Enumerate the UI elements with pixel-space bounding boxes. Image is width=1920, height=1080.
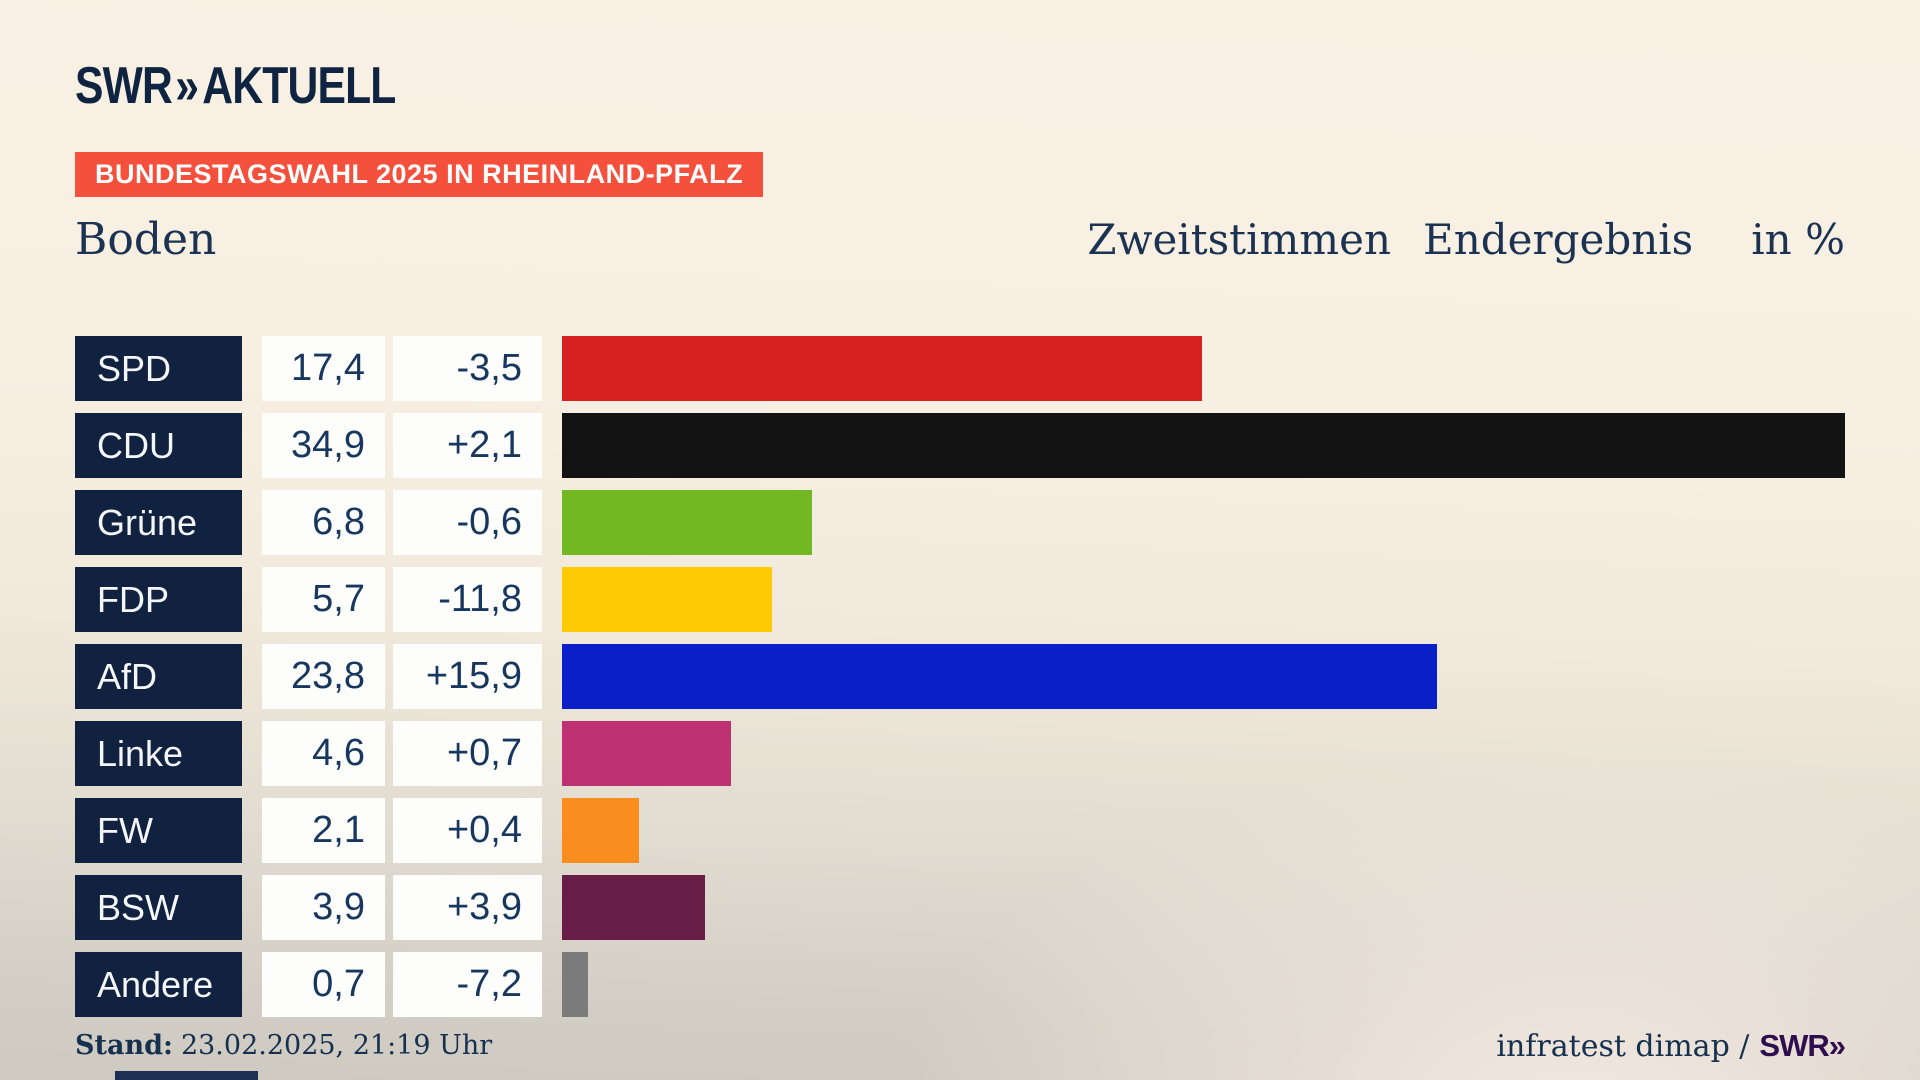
table-row: Grüne 6,8 -0,6	[75, 490, 1845, 555]
result-bar	[562, 490, 812, 555]
result-bar	[562, 567, 772, 632]
party-label: SPD	[75, 336, 242, 401]
result-bar	[562, 721, 732, 786]
election-badge: BUNDESTAGSWAHL 2025 IN RHEINLAND-PFALZ	[75, 152, 764, 197]
result-value-cell: 5,7	[262, 567, 385, 632]
table-row: FW 2,1 +0,4	[75, 798, 1845, 863]
title-row: Boden Zweitstimmen Endergebnis in %	[75, 214, 1845, 265]
logo-swr-text: SWR	[75, 57, 173, 115]
subtitle-vote-type: Zweitstimmen	[1087, 215, 1392, 264]
source-text: infratest dimap /	[1496, 1029, 1750, 1064]
table-row: SPD 17,4 -3,5	[75, 336, 1845, 401]
party-label: FW	[75, 798, 242, 863]
result-bar	[562, 644, 1437, 709]
change-value-cell: -3,5	[393, 336, 542, 401]
bar-track	[562, 875, 1845, 940]
result-value-cell: 23,8	[262, 644, 385, 709]
party-label: BSW	[75, 875, 242, 940]
bar-track	[562, 413, 1845, 478]
bar-track	[562, 952, 1845, 1017]
chart-subtitle: Zweitstimmen Endergebnis in %	[1087, 215, 1845, 264]
party-label: FDP	[75, 567, 242, 632]
result-bar	[562, 336, 1202, 401]
result-bar	[562, 413, 1845, 478]
bar-track	[562, 721, 1845, 786]
stand-label: Stand:	[75, 1030, 173, 1061]
timestamp: Stand: 23.02.2025, 21:19 Uhr	[75, 1030, 492, 1061]
bar-track	[562, 567, 1845, 632]
table-row: BSW 3,9 +3,9	[75, 875, 1845, 940]
party-label: CDU	[75, 413, 242, 478]
bar-track	[562, 644, 1845, 709]
party-label: AfD	[75, 644, 242, 709]
bar-track	[562, 798, 1845, 863]
table-row: Linke 4,6 +0,7	[75, 721, 1845, 786]
change-value-cell: +3,9	[393, 875, 542, 940]
subtitle-result-type: Endergebnis	[1423, 215, 1694, 264]
bar-track	[562, 490, 1845, 555]
swr-aktuell-logo: SWR» AKTUELL	[75, 56, 396, 116]
bar-track	[562, 336, 1845, 401]
table-row: FDP 5,7 -11,8	[75, 567, 1845, 632]
table-row: Andere 0,7 -7,2	[75, 952, 1845, 1017]
change-value-cell: +2,1	[393, 413, 542, 478]
change-value-cell: +15,9	[393, 644, 542, 709]
source-credit: infratest dimap / SWR»	[1496, 1028, 1846, 1064]
party-label: Linke	[75, 721, 242, 786]
stand-value: 23.02.2025, 21:19 Uhr	[180, 1030, 493, 1061]
table-row: AfD 23,8 +15,9	[75, 644, 1845, 709]
change-value-cell: +0,4	[393, 798, 542, 863]
party-label: Grüne	[75, 490, 242, 555]
change-value-cell: -0,6	[393, 490, 542, 555]
bottom-decorative-strip	[115, 1071, 258, 1080]
double-chevron-icon: »	[175, 57, 199, 115]
result-bar	[562, 798, 640, 863]
page-title: Boden	[75, 214, 217, 265]
party-label: Andere	[75, 952, 242, 1017]
results-table: SPD 17,4 -3,5 CDU 34,9 +2,1 Grüne 6,8 -0…	[75, 336, 1845, 1017]
result-bar	[562, 875, 706, 940]
swr-footer-logo: SWR»	[1759, 1028, 1846, 1063]
result-value-cell: 34,9	[262, 413, 385, 478]
result-value-cell: 4,6	[262, 721, 385, 786]
result-value-cell: 2,1	[262, 798, 385, 863]
result-value-cell: 17,4	[262, 336, 385, 401]
result-value-cell: 6,8	[262, 490, 385, 555]
subtitle-unit: in %	[1751, 215, 1845, 264]
result-bar	[562, 952, 588, 1017]
logo-aktuell-text: AKTUELL	[202, 57, 396, 115]
change-value-cell: -11,8	[393, 567, 542, 632]
change-value-cell: +0,7	[393, 721, 542, 786]
result-value-cell: 3,9	[262, 875, 385, 940]
result-value-cell: 0,7	[262, 952, 385, 1017]
table-row: CDU 34,9 +2,1	[75, 413, 1845, 478]
change-value-cell: -7,2	[393, 952, 542, 1017]
